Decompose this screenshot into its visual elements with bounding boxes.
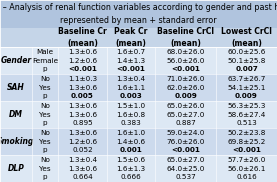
Text: Peak Cr
(mean): Peak Cr (mean) bbox=[114, 27, 148, 48]
Text: 56.0±26.0: 56.0±26.0 bbox=[166, 58, 205, 64]
Text: 1.3±0.6: 1.3±0.6 bbox=[68, 112, 97, 118]
Text: 0.001: 0.001 bbox=[119, 147, 142, 153]
Text: 56.3±25.3: 56.3±25.3 bbox=[227, 103, 266, 109]
Text: 1.5±1.0: 1.5±1.0 bbox=[116, 103, 145, 109]
Text: 1.6±1.0: 1.6±1.0 bbox=[116, 130, 145, 136]
Text: DLP: DLP bbox=[7, 164, 24, 173]
Bar bbox=[0, 155, 277, 182]
Text: 50.1±25.8: 50.1±25.8 bbox=[227, 58, 266, 64]
Text: 1.6±1.3: 1.6±1.3 bbox=[116, 166, 145, 171]
Text: SAH: SAH bbox=[7, 83, 25, 92]
Text: 63.7±26.7: 63.7±26.7 bbox=[227, 76, 266, 82]
Text: 0.052: 0.052 bbox=[72, 147, 93, 153]
Text: <0.001: <0.001 bbox=[116, 66, 145, 72]
Text: 57.7±26.0: 57.7±26.0 bbox=[227, 157, 266, 163]
Bar bbox=[0, 128, 277, 155]
Text: p: p bbox=[43, 93, 47, 99]
Text: Gender: Gender bbox=[0, 56, 32, 65]
Text: Yes: Yes bbox=[39, 85, 51, 91]
Text: Baseline CrCl
(mean): Baseline CrCl (mean) bbox=[157, 27, 214, 48]
Text: 0.007: 0.007 bbox=[235, 66, 258, 72]
Bar bbox=[0, 101, 277, 128]
Text: Female: Female bbox=[32, 58, 58, 64]
Text: Yes: Yes bbox=[39, 112, 51, 118]
Text: 1.1±0.3: 1.1±0.3 bbox=[68, 76, 97, 82]
Text: No: No bbox=[40, 76, 50, 82]
Text: 68.0±26.0: 68.0±26.0 bbox=[166, 50, 205, 56]
Text: Male: Male bbox=[37, 50, 53, 56]
Text: 0.666: 0.666 bbox=[120, 174, 141, 180]
Text: 65.0±26.0: 65.0±26.0 bbox=[166, 103, 205, 109]
Text: Smoking: Smoking bbox=[0, 137, 35, 146]
Text: 60.0±25.6: 60.0±25.6 bbox=[227, 50, 266, 56]
Text: Yes: Yes bbox=[39, 139, 51, 145]
Text: 64.0±25.0: 64.0±25.0 bbox=[166, 166, 205, 171]
Text: 54.1±25.1: 54.1±25.1 bbox=[227, 85, 266, 91]
Text: 1.5±0.6: 1.5±0.6 bbox=[116, 157, 145, 163]
Text: 0.887: 0.887 bbox=[175, 120, 196, 126]
Text: Yes: Yes bbox=[39, 166, 51, 171]
Text: 56.0±26.1: 56.0±26.1 bbox=[227, 166, 266, 171]
Text: 62.0±26.0: 62.0±26.0 bbox=[166, 85, 205, 91]
Text: 71.0±26.0: 71.0±26.0 bbox=[166, 76, 205, 82]
Text: <0.001: <0.001 bbox=[232, 147, 261, 153]
Text: 0.009: 0.009 bbox=[235, 93, 258, 99]
Text: p: p bbox=[43, 66, 47, 72]
Text: 1.6±1.1: 1.6±1.1 bbox=[116, 85, 145, 91]
Text: 0.383: 0.383 bbox=[120, 120, 141, 126]
Text: 65.0±27.0: 65.0±27.0 bbox=[166, 157, 205, 163]
Text: Table 1 – Analysis of renal function variables according to gender and past hist: Table 1 – Analysis of renal function var… bbox=[0, 3, 277, 25]
Text: <0.001: <0.001 bbox=[68, 66, 97, 72]
Text: 65.0±27.0: 65.0±27.0 bbox=[166, 112, 205, 118]
Text: 0.664: 0.664 bbox=[72, 174, 93, 180]
Text: 1.3±0.6: 1.3±0.6 bbox=[68, 50, 97, 56]
Text: 0.513: 0.513 bbox=[236, 120, 257, 126]
Text: 1.3±0.6: 1.3±0.6 bbox=[68, 130, 97, 136]
Bar bbox=[0, 74, 277, 101]
Text: Lowest CrCl
(mean): Lowest CrCl (mean) bbox=[221, 27, 272, 48]
Text: <0.001: <0.001 bbox=[171, 147, 200, 153]
Text: 1.3±0.6: 1.3±0.6 bbox=[68, 103, 97, 109]
Bar bbox=[0, 47, 277, 74]
Text: p: p bbox=[43, 120, 47, 126]
Text: 1.3±0.4: 1.3±0.4 bbox=[68, 157, 97, 163]
Text: p: p bbox=[43, 147, 47, 153]
Text: 1.6±0.7: 1.6±0.7 bbox=[116, 50, 145, 56]
Text: 0.003: 0.003 bbox=[119, 93, 142, 99]
Text: p: p bbox=[43, 174, 47, 180]
Text: 59.0±24.0: 59.0±24.0 bbox=[166, 130, 205, 136]
Text: 0.895: 0.895 bbox=[72, 120, 93, 126]
Text: 1.3±0.6: 1.3±0.6 bbox=[68, 166, 97, 171]
Text: No: No bbox=[40, 103, 50, 109]
Text: 0.009: 0.009 bbox=[174, 93, 197, 99]
Text: 0.616: 0.616 bbox=[236, 174, 257, 180]
Text: 1.6±0.8: 1.6±0.8 bbox=[116, 112, 145, 118]
Text: 1.4±0.6: 1.4±0.6 bbox=[116, 139, 145, 145]
Text: 69.8±25.2: 69.8±25.2 bbox=[227, 139, 266, 145]
Text: No: No bbox=[40, 130, 50, 136]
Text: 0.005: 0.005 bbox=[71, 93, 94, 99]
Text: DM: DM bbox=[9, 110, 23, 119]
Text: 58.6±27.4: 58.6±27.4 bbox=[227, 112, 266, 118]
Bar bbox=[0, 0, 277, 28]
Bar bbox=[0, 28, 277, 47]
Text: 1.3±0.4: 1.3±0.4 bbox=[116, 76, 145, 82]
Text: 1.4±1.3: 1.4±1.3 bbox=[116, 58, 145, 64]
Text: No: No bbox=[40, 157, 50, 163]
Text: 1.2±0.6: 1.2±0.6 bbox=[68, 139, 97, 145]
Text: 0.537: 0.537 bbox=[175, 174, 196, 180]
Text: 76.0±26.0: 76.0±26.0 bbox=[166, 139, 205, 145]
Text: 1.3±0.6: 1.3±0.6 bbox=[68, 85, 97, 91]
Text: <0.001: <0.001 bbox=[171, 66, 200, 72]
Text: Baseline Cr
(mean): Baseline Cr (mean) bbox=[58, 27, 107, 48]
Text: 50.2±23.8: 50.2±23.8 bbox=[227, 130, 266, 136]
Text: 1.2±0.6: 1.2±0.6 bbox=[68, 58, 97, 64]
